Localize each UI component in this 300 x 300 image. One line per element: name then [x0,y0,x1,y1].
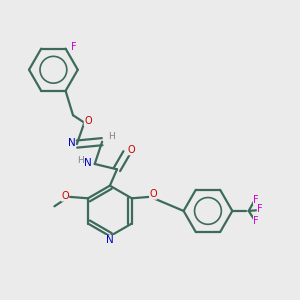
Text: F: F [253,216,259,226]
Text: O: O [149,189,157,200]
Text: F: F [71,42,77,52]
Text: N: N [106,236,114,245]
Text: N: N [68,138,75,148]
Text: F: F [257,204,263,214]
Text: N: N [84,158,92,168]
Text: O: O [61,191,69,201]
Text: O: O [128,145,135,155]
Text: H: H [108,132,114,141]
Text: H: H [77,156,84,165]
Text: F: F [253,195,259,205]
Text: O: O [84,116,92,126]
